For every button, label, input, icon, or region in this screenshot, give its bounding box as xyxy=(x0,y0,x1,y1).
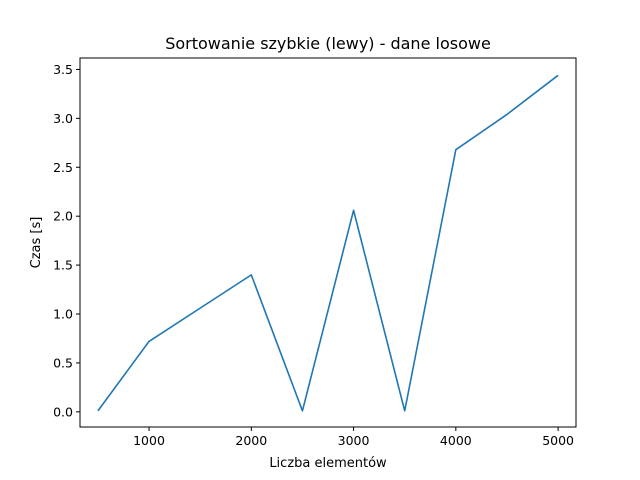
x-tick-label-0: 1000 xyxy=(133,433,165,448)
y-tick-label-6: 3.0 xyxy=(53,111,73,126)
axes-frame xyxy=(79,57,577,428)
x-tick-label-1: 2000 xyxy=(235,433,267,448)
y-axis-label: Czas [s] xyxy=(29,217,44,269)
y-tick-label-7: 3.5 xyxy=(53,62,73,77)
y-tick-label-5: 2.5 xyxy=(53,160,73,175)
chart-title: Sortowanie szybkie (lewy) - dane losowe xyxy=(165,34,491,53)
x-tick-label-3: 4000 xyxy=(440,433,472,448)
y-axis-ticks: 0.0 0.5 1.0 1.5 2.0 2.5 3.0 3.5 xyxy=(53,62,80,419)
series-group xyxy=(97,74,559,412)
y-tick-label-2: 1.0 xyxy=(53,307,73,322)
x-tick-label-4: 5000 xyxy=(542,433,574,448)
plot-area xyxy=(80,58,576,427)
x-axis-label: Liczba elementów xyxy=(269,456,387,471)
x-axis-ticks: 1000 2000 3000 4000 5000 xyxy=(133,427,574,448)
y-tick-label-0: 0.0 xyxy=(53,404,73,419)
y-tick-label-4: 2.0 xyxy=(53,209,73,224)
y-tick-label-3: 1.5 xyxy=(53,258,73,273)
series-line-0 xyxy=(97,74,559,412)
y-tick-label-1: 0.5 xyxy=(53,355,73,370)
x-tick-label-2: 3000 xyxy=(338,433,370,448)
